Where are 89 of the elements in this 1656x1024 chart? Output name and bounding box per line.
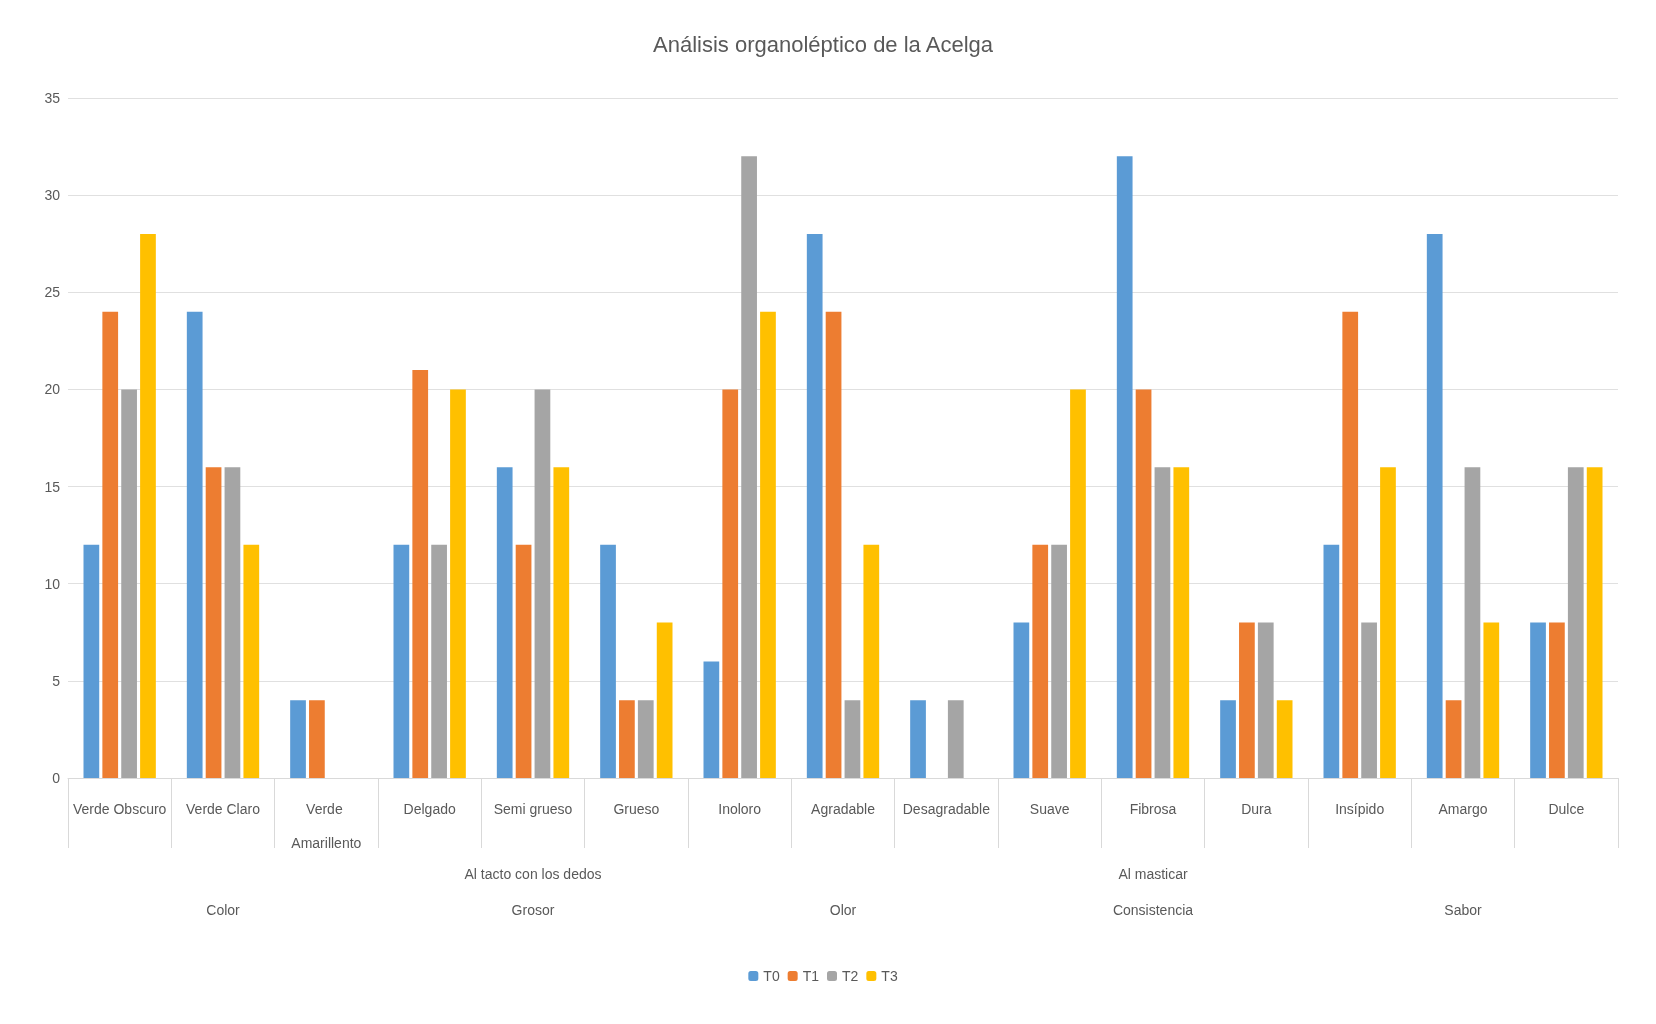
x-tick-label: Verde Claro <box>186 801 261 817</box>
x-tick-label: Semi grueso <box>493 801 573 817</box>
bar <box>83 544 100 778</box>
bar <box>1567 467 1584 778</box>
bar <box>1116 156 1133 778</box>
x-tick-label: Delgado <box>403 801 456 817</box>
bar <box>102 311 119 778</box>
legend-label: T1 <box>802 968 820 984</box>
x-tick-label: Dura <box>1241 801 1272 817</box>
bar <box>496 467 513 778</box>
bar <box>910 700 926 778</box>
bar <box>637 700 654 778</box>
bar <box>1135 389 1152 778</box>
legend-label: T3 <box>881 968 898 984</box>
y-tick-label: 25 <box>44 284 61 301</box>
bar <box>863 544 880 778</box>
bar <box>722 389 739 778</box>
bar <box>450 389 466 778</box>
bar <box>140 234 156 778</box>
bar <box>309 700 325 778</box>
bar <box>741 156 757 778</box>
x-tick-label: Suave <box>1029 801 1070 817</box>
y-tick-label: 15 <box>44 478 61 495</box>
legend-label: T0 <box>763 968 780 984</box>
bar <box>243 544 260 778</box>
text: Al masticar Consistencia <box>1112 866 1194 918</box>
bar <box>393 544 410 778</box>
bar <box>1380 467 1396 778</box>
x-tick-label: Agradable <box>811 801 876 817</box>
x-tick-label: Dulce <box>1548 801 1585 817</box>
bar <box>290 700 306 778</box>
bar <box>1257 622 1274 778</box>
bar <box>1483 622 1500 778</box>
text: Olor <box>829 902 857 918</box>
bar <box>121 389 137 778</box>
category-label: Verde Amarillento <box>291 801 362 851</box>
bar <box>1426 234 1443 778</box>
bar <box>1154 467 1171 778</box>
y-tick-label: 0 <box>52 770 61 786</box>
legend-label: T2 <box>842 968 859 984</box>
bar <box>1220 700 1236 778</box>
bar <box>656 622 673 778</box>
text: Sabor <box>1444 902 1483 918</box>
bar <box>1342 311 1359 778</box>
bar <box>224 467 241 778</box>
bar <box>1361 622 1377 778</box>
bar <box>1323 544 1340 778</box>
bar <box>1239 622 1255 778</box>
x-tick-label: Amargo <box>1438 801 1488 817</box>
bar <box>412 370 429 778</box>
bar <box>1032 544 1049 778</box>
y-tick-label: 35 <box>44 90 61 106</box>
bar <box>515 544 532 778</box>
chart-title: Análisis organoléptico de la Acelga <box>652 31 994 57</box>
x-tick-label: Verde Obscuro <box>72 801 167 817</box>
y-tick-label: 10 <box>44 575 61 592</box>
bar <box>1173 467 1190 778</box>
y-tick-label: 5 <box>52 672 61 689</box>
bar <box>600 544 616 778</box>
x-tick-label: Inoloro <box>718 801 762 817</box>
bar <box>205 467 222 778</box>
bar <box>1586 467 1603 778</box>
bar <box>619 700 635 778</box>
bar <box>553 467 570 778</box>
y-tick-label: 20 <box>44 381 61 398</box>
bar <box>1276 700 1293 778</box>
y-tick-label: 30 <box>44 187 61 204</box>
x-tick-label: Desagradable <box>902 801 991 817</box>
bar <box>806 234 823 778</box>
bar <box>760 311 776 778</box>
bar <box>1549 622 1565 778</box>
bar <box>1464 467 1481 778</box>
bar <box>1445 700 1462 778</box>
bar <box>1530 622 1546 778</box>
x-tick-label: Fibrosa <box>1129 801 1177 817</box>
text: Al tacto con los dedos Grosor <box>464 866 602 918</box>
bar <box>186 311 203 778</box>
text: Color <box>206 902 241 918</box>
bar <box>703 661 720 778</box>
bar <box>1070 389 1086 778</box>
bar <box>534 389 551 778</box>
bar <box>825 311 842 778</box>
bar <box>1013 622 1030 778</box>
x-tick-label: Grueso <box>613 801 660 817</box>
x-tick-label: Insípido <box>1335 801 1385 817</box>
bar <box>431 544 447 778</box>
bar <box>844 700 861 778</box>
bar <box>947 700 964 778</box>
bar <box>1051 544 1067 778</box>
